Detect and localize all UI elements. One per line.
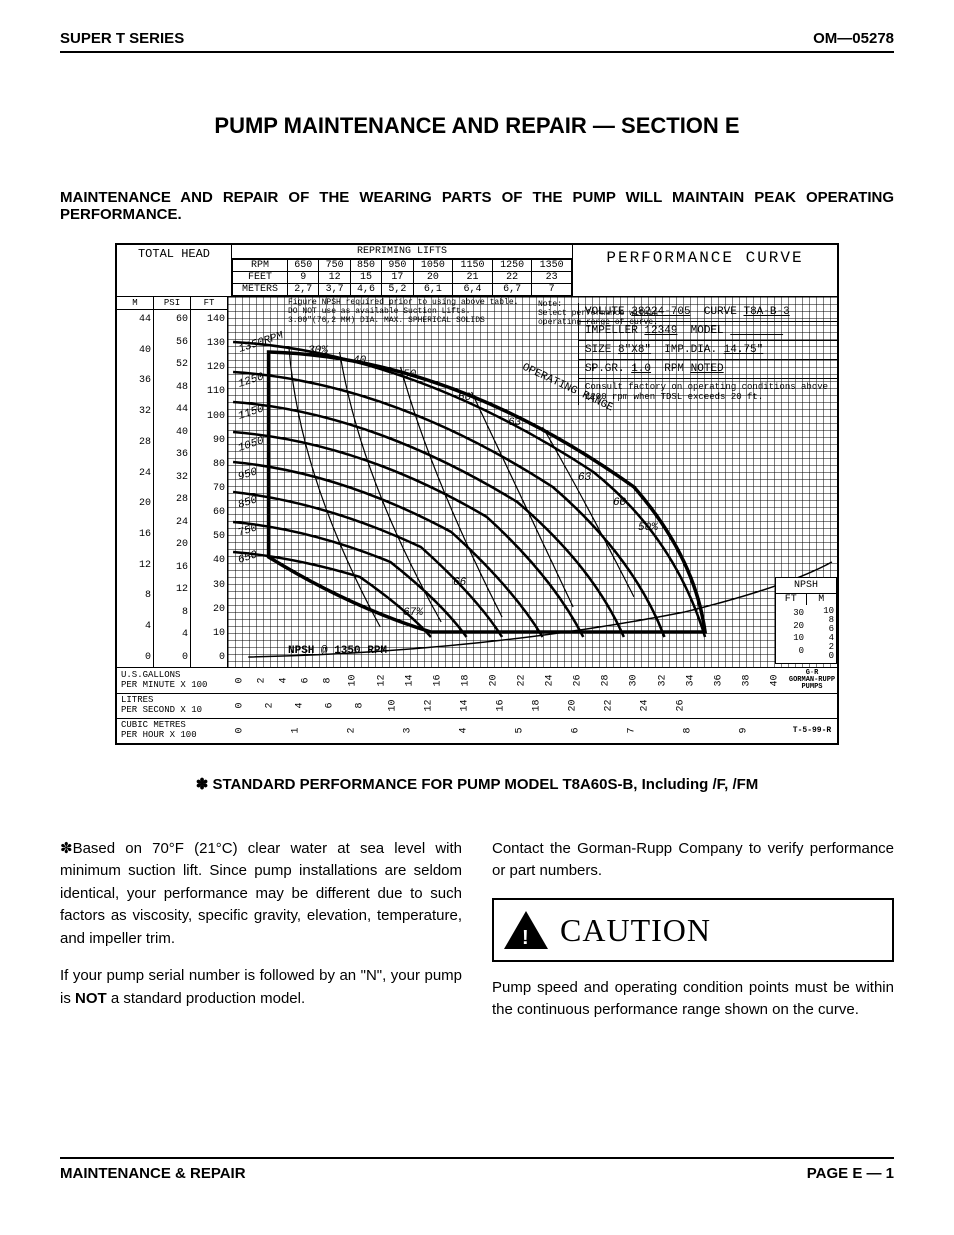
- section-title: PUMP MAINTENANCE AND REPAIR — SECTION E: [60, 113, 894, 139]
- page-header: SUPER T SERIES OM—05278: [60, 30, 894, 53]
- para-conditions: ✽Based on 70°F (21°C) clear water at sea…: [60, 838, 462, 951]
- npsh-line-label: NPSH @ 1350 RPM: [288, 645, 387, 657]
- y-axis-group: M 444036 322824 201612 840 PSI 605652 48…: [117, 297, 228, 667]
- repriming-cell: REPRIMING LIFTS RPM 650 750 850 950 1050…: [232, 245, 573, 296]
- para-serial: If your pump serial number is followed b…: [60, 965, 462, 1010]
- para-contact: Contact the Gorman-Rupp Company to verif…: [492, 838, 894, 883]
- total-head-label: TOTAL HEAD: [117, 245, 232, 296]
- y-ft-ticks: 140130120 11010090 807060 504030 20100: [191, 310, 227, 667]
- para-caution-text: Pump speed and operating condition point…: [492, 977, 894, 1022]
- warning-triangle-icon: [504, 911, 548, 949]
- footer-right: PAGE E — 1: [807, 1165, 894, 1182]
- performance-chart: TOTAL HEAD REPRIMING LIFTS RPM 650 750 8…: [115, 243, 839, 745]
- repriming-table: RPM 650 750 850 950 1050 1150 1250 1350 …: [232, 259, 572, 296]
- right-column: Contact the Gorman-Rupp Company to verif…: [492, 823, 894, 1037]
- chart-body: M 444036 322824 201612 840 PSI 605652 48…: [117, 297, 837, 667]
- page-footer: MAINTENANCE & REPAIR PAGE E — 1: [60, 1157, 894, 1182]
- left-column: ✽Based on 70°F (21°C) clear water at sea…: [60, 823, 462, 1037]
- y-psi-ticks: 605652 484440 363228 242016 1284 0: [154, 310, 190, 667]
- subhead: MAINTENANCE AND REPAIR OF THE WEARING PA…: [60, 189, 894, 223]
- plot-area: Figure NPSH required prior to using abov…: [228, 297, 837, 667]
- feet-label: FEET: [233, 272, 288, 284]
- meters-label: METERS: [233, 284, 288, 296]
- x-litres-label: LITRESPER SECOND X 10: [117, 696, 231, 716]
- rpm-label: RPM: [233, 260, 288, 272]
- chart-rev: T-5-99-R: [787, 727, 837, 735]
- note-select: Note:Select performance withinoperating …: [538, 301, 658, 327]
- x-cubic-label: CUBIC METRESPER HOUR X 100: [117, 721, 231, 741]
- chart-top-row: TOTAL HEAD REPRIMING LIFTS RPM 650 750 8…: [117, 245, 837, 297]
- y-m-ticks: 444036 322824 201612 840: [117, 310, 153, 667]
- note-solids: Figure NPSH required prior to using abov…: [288, 299, 518, 325]
- caution-label: CAUTION: [560, 906, 711, 954]
- caution-box: CAUTION: [492, 898, 894, 962]
- header-left: SUPER T SERIES: [60, 30, 184, 47]
- repriming-title: REPRIMING LIFTS: [232, 245, 572, 259]
- x-gallons-label: U.S.GALLONSPER MINUTE X 100: [117, 671, 231, 691]
- footer-left: MAINTENANCE & REPAIR: [60, 1165, 246, 1182]
- x-axes: U.S.GALLONSPER MINUTE X 100 02 46 810 12…: [117, 667, 837, 743]
- gr-logo: G·RGORMAN-RUPPPUMPS: [787, 670, 837, 691]
- header-right: OM—05278: [813, 30, 894, 47]
- performance-curve-title: PERFORMANCE CURVE: [573, 245, 837, 296]
- std-performance-note: ✽ STANDARD PERFORMANCE FOR PUMP MODEL T8…: [60, 775, 894, 793]
- npsh-axis-box: NPSH FT M 3020 100 108 64 20: [775, 577, 837, 664]
- body-columns: ✽Based on 70°F (21°C) clear water at sea…: [60, 823, 894, 1037]
